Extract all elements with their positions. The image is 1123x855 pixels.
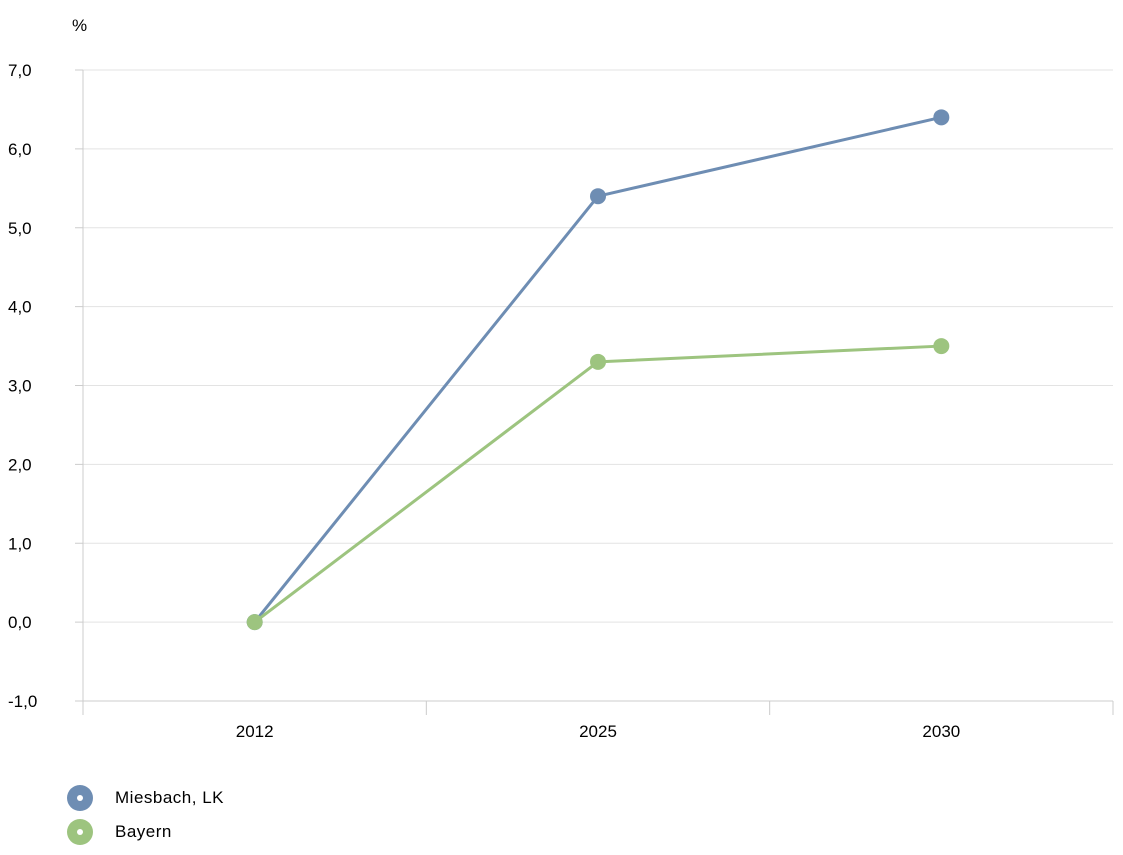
x-tick-label: 2030 <box>922 722 960 741</box>
y-tick-label: 1,0 <box>8 534 32 553</box>
y-tick-label: 4,0 <box>8 298 32 317</box>
legend-item-bayern[interactable]: Bayern <box>67 817 224 847</box>
data-point-series-1 <box>590 353 606 370</box>
line-chart: -1,0 0,0 1,0 2,0 3,0 4,0 5,0 6,0 7,0 2012 2025 203… <box>8 16 1114 741</box>
legend-label-bayern: Bayern <box>115 822 172 841</box>
gridlines <box>83 69 1113 623</box>
data-point-series-1 <box>246 614 263 631</box>
y-tick-label: 2,0 <box>8 455 32 474</box>
y-tick-label: 6,0 <box>8 140 32 159</box>
legend-item-miesbach[interactable]: Miesbach, LK <box>67 783 224 813</box>
legend-marker-bayern <box>67 819 93 845</box>
legend-marker-dot <box>77 795 83 801</box>
y-tick-label: 0,0 <box>8 613 32 632</box>
axes <box>75 69 1114 715</box>
y-axis-unit-label: % <box>72 16 87 35</box>
series-line-1 <box>253 344 942 624</box>
data-point-series-0 <box>933 109 950 126</box>
legend-marker-dot <box>77 829 83 835</box>
x-axis-tick-labels: 2012 2025 2030 <box>236 722 960 741</box>
y-axis-tick-labels: -1,0 0,0 1,0 2,0 3,0 4,0 5,0 6,0 7,0 <box>8 61 37 711</box>
x-tick-label: 2025 <box>579 722 617 741</box>
legend: Miesbach, LK Bayern <box>67 783 224 851</box>
series-lines <box>246 109 950 631</box>
x-tick-label: 2012 <box>236 722 274 741</box>
data-point-series-0 <box>590 188 606 205</box>
y-tick-label: 3,0 <box>8 377 32 396</box>
legend-label-miesbach: Miesbach, LK <box>115 788 224 807</box>
data-point-series-1 <box>933 338 950 355</box>
legend-marker-miesbach <box>67 785 93 811</box>
y-tick-label: -1,0 <box>8 692 37 711</box>
y-tick-label: 5,0 <box>8 219 32 238</box>
y-tick-label: 7,0 <box>8 61 32 80</box>
